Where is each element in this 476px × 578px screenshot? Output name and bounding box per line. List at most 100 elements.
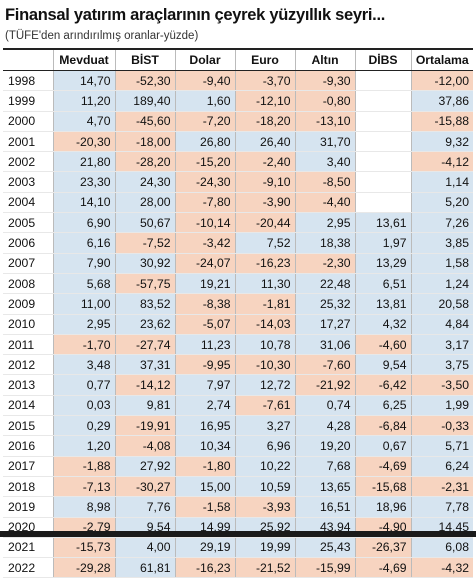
table-row: 2007 7,90 30,92 -24,07 -16,23 -2,30 13,29 1,58	[3, 253, 473, 274]
value-cell: 7,97	[175, 374, 236, 396]
value-cell: -16,23	[175, 557, 236, 578]
value-cell: -3,70	[235, 70, 296, 92]
value-cell: -2,31	[411, 475, 473, 498]
value-cell	[355, 90, 412, 112]
value-cell: 3,17	[411, 334, 473, 356]
value-cell: -9,40	[175, 70, 236, 92]
page-subtitle: (TÜFE'den arındırılmış oranlar-yüzde)	[5, 30, 199, 42]
value-cell: 3,40	[295, 151, 356, 173]
table-row: 1998 14,70 -52,30 -9,40 -3,70 -9,30 -12,00	[3, 70, 473, 92]
table-row: 2000 4,70 -45,60 -7,20 -18,20 -13,10 -15,88	[3, 111, 473, 132]
value-cell: -9,30	[295, 70, 356, 92]
value-cell: 9,32	[411, 131, 473, 153]
year-cell: 2017	[3, 456, 54, 477]
year-cell: 2000	[3, 111, 54, 132]
value-cell: 1,60	[175, 90, 236, 112]
value-cell: 10,22	[235, 456, 296, 477]
value-cell: -14,12	[115, 374, 176, 396]
value-cell: 26,40	[235, 131, 296, 153]
table-row: 1999 11,20 189,40 1,60 -12,10 -0,80 37,86	[3, 90, 473, 112]
value-cell: 3,48	[53, 354, 116, 376]
value-cell: -19,91	[115, 415, 176, 437]
value-cell: 19,99	[235, 537, 296, 559]
value-cell: 1,20	[53, 435, 116, 457]
table-row: 2006 6,16 -7,52 -3,42 7,52 18,38 1,97 3,85	[3, 232, 473, 254]
year-cell: 2010	[3, 314, 54, 335]
value-cell	[355, 151, 412, 173]
value-cell: 14,70	[53, 70, 116, 92]
value-cell: 1,97	[355, 232, 412, 254]
value-cell: 189,40	[115, 90, 176, 112]
value-cell: -15,88	[411, 111, 473, 132]
table-row: 2016 1,20 -4,08 10,34 6,96 19,20 0,67 5,71	[3, 435, 473, 457]
value-cell: 1,99	[411, 395, 473, 417]
column-header: Euro	[235, 48, 296, 71]
value-cell: 29,19	[175, 537, 236, 559]
value-cell: 0,03	[53, 395, 116, 417]
value-cell: 7,26	[411, 212, 473, 234]
value-cell: -52,30	[115, 70, 176, 92]
year-cell: 2006	[3, 232, 54, 254]
value-cell: 6,51	[355, 272, 412, 295]
value-cell: 6,24	[411, 456, 473, 477]
column-header: Ortalama	[411, 48, 473, 71]
value-cell: -6,84	[355, 415, 412, 437]
value-cell: -3,50	[411, 374, 473, 396]
value-cell: 30,92	[115, 253, 176, 274]
value-cell: -18,00	[115, 131, 176, 153]
value-cell: 16,95	[175, 415, 236, 437]
value-cell: -15,73	[53, 537, 116, 559]
value-cell: 27,92	[115, 456, 176, 477]
column-header: Mevduat	[53, 48, 116, 71]
value-cell: 7,90	[53, 253, 116, 274]
year-cell: 2001	[3, 131, 54, 153]
value-cell: 7,52	[235, 232, 296, 254]
table-row: 2014 0,03 9,81 2,74 -7,61 0,74 6,25 1,99	[3, 395, 473, 417]
value-cell: 6,16	[53, 232, 116, 254]
column-header: Dolar	[175, 48, 236, 71]
value-cell: -28,20	[115, 151, 176, 173]
table-row: 2010 2,95 23,62 -5,07 -14,03 17,27 4,32 4,84	[3, 314, 473, 335]
table-row: 2019 8,98 7,76 -1,58 -3,93 16,51 18,96 7,78	[3, 496, 473, 518]
table-row: 2009 11,00 83,52 -8,38 -1,81 25,32 13,81 20,58	[3, 293, 473, 315]
year-cell: 2012	[3, 354, 54, 376]
table-row: 2005 6,90 50,67 -10,14 -20,44 2,95 13,61 7,26	[3, 212, 473, 234]
value-cell: -7,13	[53, 475, 116, 498]
value-cell: -26,37	[355, 537, 412, 559]
value-cell: -1,81	[235, 293, 296, 315]
year-cell: 2003	[3, 171, 54, 193]
value-cell: 26,80	[175, 131, 236, 153]
column-header: BİST	[115, 48, 176, 71]
value-cell: -12,00	[411, 70, 473, 92]
value-cell: -6,42	[355, 374, 412, 396]
value-cell: -4,12	[411, 151, 473, 173]
table-row: 2002 21,80 -28,20 -15,20 -2,40 3,40 -4,12	[3, 151, 473, 173]
table-row: 2008 5,68 -57,75 19,21 11,30 22,48 6,51 1,24	[3, 272, 473, 295]
year-cell: 2014	[3, 395, 54, 417]
value-cell: -9,95	[175, 354, 236, 376]
column-header	[3, 48, 54, 71]
value-cell: 83,52	[115, 293, 176, 315]
value-cell	[355, 70, 412, 92]
value-cell: 13,61	[355, 212, 412, 234]
value-cell: -10,14	[175, 212, 236, 234]
value-cell: -1,58	[175, 496, 236, 518]
value-cell: 13,81	[355, 293, 412, 315]
year-cell: 2007	[3, 253, 54, 274]
value-cell: -3,90	[235, 192, 296, 214]
value-cell: -21,92	[295, 374, 356, 396]
year-cell: 2018	[3, 475, 54, 498]
value-cell: -30,27	[115, 475, 176, 498]
value-cell: 18,96	[355, 496, 412, 518]
value-cell: -13,10	[295, 111, 356, 132]
value-cell: 4,70	[53, 111, 116, 132]
value-cell: 16,51	[295, 496, 356, 518]
value-cell: -3,93	[235, 496, 296, 518]
value-cell: -15,20	[175, 151, 236, 173]
page-title: Finansal yatırım araçlarının çeyrek yüzy…	[5, 6, 386, 24]
value-cell: -45,60	[115, 111, 176, 132]
value-cell: -18,20	[235, 111, 296, 132]
value-cell: -4,40	[295, 192, 356, 214]
value-cell: 8,98	[53, 496, 116, 518]
value-cell: 11,23	[175, 334, 236, 356]
